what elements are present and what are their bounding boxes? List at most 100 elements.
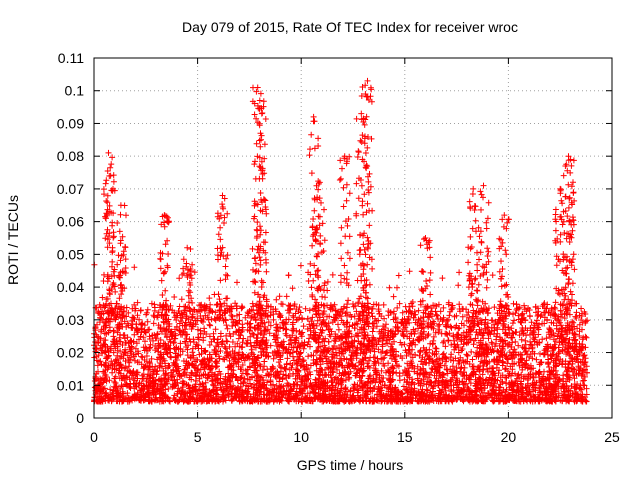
data-point bbox=[552, 299, 559, 306]
data-point bbox=[110, 349, 117, 356]
data-point bbox=[118, 382, 125, 389]
data-point bbox=[101, 385, 108, 392]
data-point bbox=[270, 365, 277, 372]
data-point bbox=[548, 319, 555, 326]
data-point bbox=[136, 316, 143, 323]
data-point bbox=[239, 304, 246, 311]
data-point bbox=[557, 307, 564, 314]
data-point bbox=[176, 372, 183, 379]
data-point bbox=[436, 321, 443, 328]
data-point bbox=[489, 272, 496, 279]
data-point bbox=[442, 343, 449, 350]
data-point bbox=[468, 348, 475, 355]
data-point bbox=[294, 361, 301, 367]
data-point bbox=[213, 343, 219, 350]
data-point bbox=[144, 318, 151, 325]
data-point bbox=[562, 358, 569, 365]
data-point bbox=[146, 333, 153, 340]
data-point bbox=[573, 309, 580, 316]
data-point bbox=[144, 306, 151, 313]
data-point bbox=[573, 315, 580, 321]
data-point bbox=[350, 303, 357, 310]
data-point bbox=[259, 367, 266, 373]
data-point bbox=[383, 349, 390, 356]
data-point bbox=[229, 323, 236, 329]
data-point bbox=[443, 355, 450, 362]
data-point bbox=[390, 293, 397, 300]
data-point bbox=[461, 364, 468, 371]
data-point bbox=[414, 363, 421, 370]
data-point bbox=[92, 345, 99, 352]
data-point bbox=[539, 336, 546, 343]
data-point bbox=[534, 317, 540, 324]
data-point bbox=[439, 275, 446, 282]
data-point bbox=[286, 350, 293, 357]
data-point bbox=[484, 365, 490, 372]
data-point bbox=[515, 371, 522, 378]
data-point bbox=[469, 356, 476, 363]
data-point bbox=[216, 296, 223, 303]
data-point bbox=[289, 285, 296, 292]
data-point bbox=[171, 294, 178, 300]
data-point bbox=[211, 382, 217, 389]
data-point bbox=[335, 326, 342, 333]
data-point bbox=[529, 355, 536, 362]
data-point bbox=[131, 301, 138, 308]
data-point bbox=[139, 321, 146, 328]
data-point bbox=[380, 301, 387, 308]
data-point bbox=[300, 323, 307, 330]
data-point bbox=[584, 317, 591, 324]
data-point bbox=[582, 318, 589, 325]
data-point bbox=[572, 331, 579, 338]
data-point bbox=[425, 374, 432, 381]
data-point bbox=[247, 333, 254, 340]
data-point bbox=[324, 278, 331, 285]
data-point bbox=[559, 311, 566, 318]
data-point bbox=[232, 300, 239, 307]
data-point bbox=[435, 316, 441, 322]
data-point bbox=[448, 324, 455, 331]
data-point bbox=[402, 324, 409, 331]
data-point bbox=[583, 334, 590, 341]
data-point bbox=[406, 268, 413, 275]
data-point bbox=[131, 264, 138, 271]
data-point bbox=[134, 299, 141, 306]
data-point bbox=[509, 320, 516, 327]
data-point bbox=[359, 356, 366, 363]
data-point bbox=[178, 296, 185, 303]
data-point bbox=[263, 307, 269, 314]
data-point bbox=[212, 309, 219, 316]
data-point bbox=[480, 366, 487, 373]
data-point bbox=[241, 357, 248, 364]
data-point bbox=[504, 360, 511, 367]
data-point bbox=[154, 331, 161, 338]
data-point bbox=[371, 320, 378, 327]
data-point bbox=[440, 304, 447, 311]
data-point bbox=[285, 272, 292, 279]
data-point bbox=[515, 342, 522, 349]
data-point bbox=[402, 303, 409, 310]
data-point bbox=[222, 345, 229, 352]
data-point bbox=[191, 269, 198, 276]
data-point bbox=[215, 343, 222, 350]
data-point bbox=[455, 282, 462, 289]
data-point bbox=[297, 350, 304, 357]
data-point bbox=[394, 324, 400, 331]
data-point bbox=[264, 349, 270, 356]
data-point bbox=[206, 333, 213, 340]
data-point bbox=[374, 355, 381, 362]
data-point bbox=[247, 339, 254, 346]
data-point bbox=[154, 356, 161, 363]
data-point bbox=[344, 269, 351, 276]
data-point bbox=[248, 343, 255, 350]
data-point bbox=[206, 295, 213, 302]
data-point bbox=[226, 357, 233, 364]
data-point bbox=[399, 309, 406, 316]
data-point bbox=[151, 313, 158, 320]
data-point bbox=[124, 334, 131, 341]
data-point bbox=[370, 354, 377, 361]
data-point bbox=[392, 314, 399, 321]
data-point bbox=[206, 321, 213, 328]
data-point bbox=[157, 337, 164, 343]
data-points bbox=[91, 77, 591, 405]
